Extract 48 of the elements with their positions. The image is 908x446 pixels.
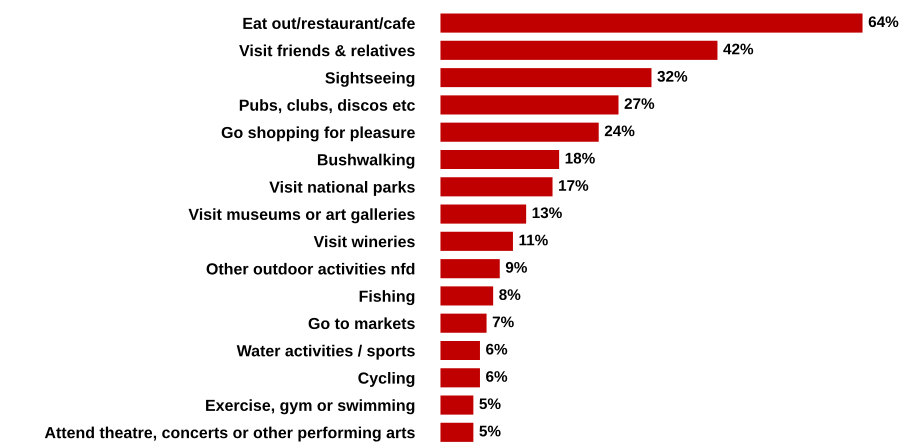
y-tick-label: Eat out/restaurant/cafe bbox=[243, 17, 415, 30]
y-tick-label: Visit national parks bbox=[269, 180, 415, 196]
bar bbox=[440, 68, 652, 88]
data-label: 5% bbox=[479, 426, 501, 436]
bar bbox=[440, 177, 553, 196]
bar bbox=[440, 122, 599, 142]
bar bbox=[440, 40, 718, 60]
data-label: 17% bbox=[559, 180, 588, 191]
data-label: 18% bbox=[566, 152, 595, 164]
bar bbox=[440, 259, 500, 278]
y-tick-label: Visit wineries bbox=[314, 236, 415, 248]
y-tick-label: Go to markets bbox=[308, 317, 415, 330]
y-tick-label: Visit museums or art galleries bbox=[188, 208, 415, 224]
data-label: 6% bbox=[486, 344, 508, 355]
bar bbox=[440, 95, 619, 114]
bar bbox=[440, 368, 480, 388]
bar bbox=[440, 150, 560, 170]
data-label: 24% bbox=[604, 125, 634, 136]
bar bbox=[440, 204, 526, 224]
y-tick-label: Water activities / sports bbox=[236, 344, 415, 360]
bar bbox=[440, 396, 474, 415]
data-label: 8% bbox=[499, 289, 520, 300]
bar bbox=[440, 14, 863, 33]
y-tick-label: Attend theatre, concerts or other performing arts bbox=[44, 426, 415, 442]
data-label: 42% bbox=[723, 44, 754, 54]
y-tick-label: Pubs, clubs, discos etc bbox=[240, 99, 415, 114]
y-tick-label: Go shopping for pleasure bbox=[222, 126, 415, 142]
data-label: 27% bbox=[624, 98, 654, 109]
y-tick-label: Cycling bbox=[358, 372, 414, 387]
y-tick-label: Bushwalking bbox=[318, 154, 414, 169]
bar bbox=[440, 340, 480, 360]
bar bbox=[440, 286, 494, 306]
y-tick-label: Other outdoor activities nfd bbox=[206, 262, 414, 275]
bar bbox=[440, 422, 474, 442]
data-label: 13% bbox=[532, 207, 562, 218]
data-label: 11% bbox=[519, 234, 548, 246]
bar bbox=[440, 314, 487, 333]
data-label: 9% bbox=[506, 262, 527, 273]
data-label: 7% bbox=[492, 316, 514, 328]
y-tick-label: Visit friends & relatives bbox=[239, 44, 415, 56]
data-label: 5% bbox=[479, 398, 501, 410]
y-tick-label: Exercise, gym or swimming bbox=[206, 399, 414, 414]
data-label: 64% bbox=[868, 16, 898, 28]
y-tick-label: Fishing bbox=[360, 290, 414, 306]
bar bbox=[440, 232, 513, 251]
y-tick-label: Sightseeing bbox=[325, 72, 414, 87]
data-label: 6% bbox=[486, 371, 508, 382]
data-label: 32% bbox=[657, 70, 688, 82]
